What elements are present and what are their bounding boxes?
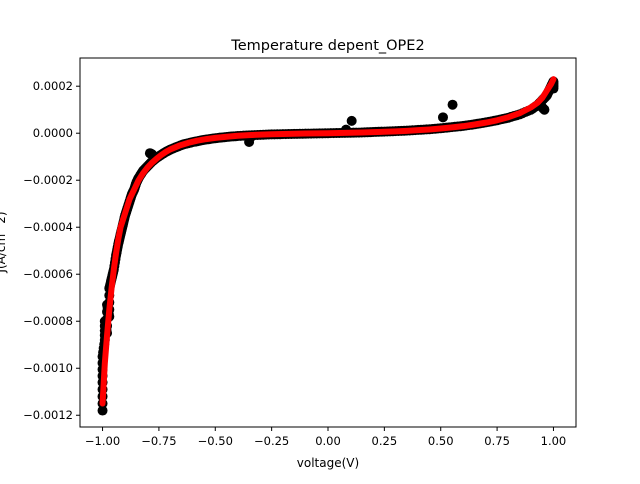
- x-axis: −1.00 −0.75 −0.50 −0.25 0.00 0.25 0.50 0.75 1.00: [85, 427, 566, 448]
- chart-title: Temperature depent_OPE2: [230, 38, 424, 54]
- x-tick-label: 0.00: [315, 434, 341, 448]
- x-tick-label: 1.00: [541, 434, 567, 448]
- scatter-point: [146, 149, 157, 160]
- x-tick-label: −0.50: [198, 434, 233, 448]
- x-tick-label: −1.00: [85, 434, 120, 448]
- y-tick-label: −0.0010: [23, 361, 73, 375]
- scatter-point: [97, 405, 108, 416]
- x-tick-label: 0.50: [428, 434, 454, 448]
- y-tick-label: −0.0002: [23, 173, 73, 187]
- x-tick-label: 0.25: [372, 434, 398, 448]
- scatter-point: [447, 99, 458, 110]
- y-axis-label: J(A/cm^2): [0, 211, 8, 273]
- plot-area: [97, 76, 559, 416]
- y-tick-label: −0.0008: [23, 314, 73, 328]
- scatter-point: [244, 137, 255, 148]
- y-axis: 0.0002 0.0000 −0.0002 −0.0004 −0.0006 −0.0008…: [23, 79, 80, 422]
- y-tick-label: 0.0002: [33, 79, 73, 93]
- y-tick-label: 0.0000: [33, 126, 73, 140]
- fit-line-series: [99, 76, 557, 407]
- y-tick-label: −0.0006: [23, 267, 73, 281]
- scatter-point: [346, 115, 357, 126]
- x-axis-label: voltage(V): [297, 456, 359, 470]
- x-tick-label: 0.75: [484, 434, 510, 448]
- scatter-point: [538, 103, 549, 114]
- x-tick-label: −0.75: [141, 434, 176, 448]
- y-tick-label: −0.0012: [23, 408, 73, 422]
- fit-line: [99, 76, 557, 407]
- x-tick-label: −0.25: [254, 434, 289, 448]
- scatter-point: [437, 112, 448, 123]
- y-tick-label: −0.0004: [23, 220, 73, 234]
